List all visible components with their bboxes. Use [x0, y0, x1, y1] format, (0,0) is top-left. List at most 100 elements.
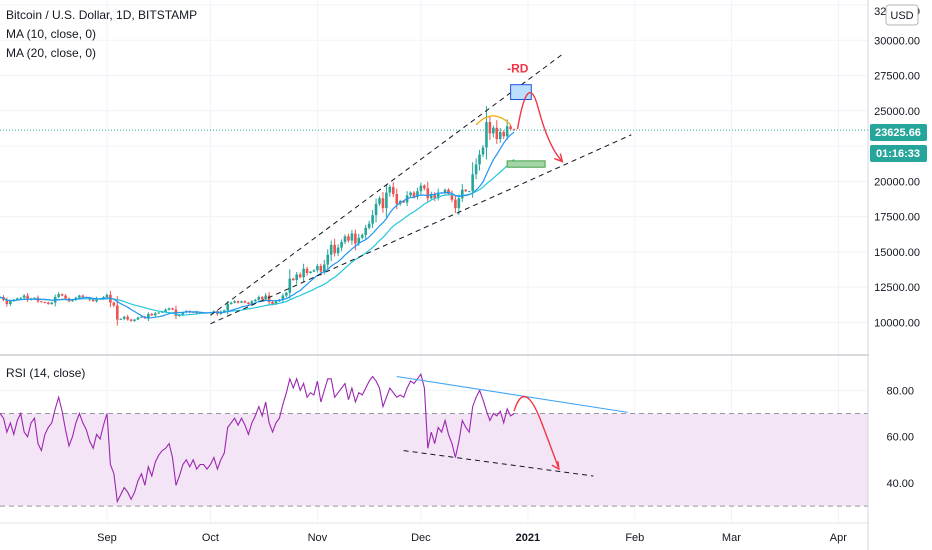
candle-body — [360, 234, 364, 238]
time-tick-label: Apr — [830, 532, 847, 544]
candles — [0, 106, 516, 326]
time-axis-ticks: Sep Oct Nov Dec 2021 Feb Mar Apr — [97, 532, 847, 544]
countdown-badge: 01:16:33 — [870, 145, 927, 162]
candle-body — [60, 294, 64, 296]
time-tick-label: Dec — [411, 532, 431, 544]
candle-body — [502, 131, 505, 137]
candle-body — [181, 312, 185, 315]
candle-body — [364, 227, 367, 235]
candle-body — [78, 295, 81, 298]
candle-body — [436, 192, 440, 199]
trendline-lower[interactable] — [210, 134, 632, 325]
candle-body — [429, 194, 433, 199]
candle-body — [354, 233, 357, 244]
price-axis-bg[interactable] — [869, 0, 932, 550]
candle-body — [136, 317, 140, 320]
time-tick-label: Nov — [308, 532, 328, 544]
candle-body — [5, 299, 9, 305]
candle-body — [140, 316, 143, 318]
candle-body — [495, 127, 499, 140]
candle-body — [26, 295, 29, 300]
ma20-line — [0, 158, 515, 316]
price-tick-label: 12500.00 — [874, 282, 920, 294]
candle-body — [288, 278, 292, 293]
candle-body — [257, 296, 261, 300]
candle-body — [9, 301, 12, 305]
rd-box[interactable] — [510, 84, 532, 101]
candle-body — [285, 292, 288, 296]
candle-body — [371, 215, 374, 224]
candle-body — [416, 191, 419, 197]
candle-body — [126, 316, 129, 320]
candle-body — [298, 274, 302, 278]
candle-body — [512, 129, 516, 131]
candle-body — [22, 295, 26, 298]
candle-body — [153, 313, 157, 316]
candle-body — [323, 264, 326, 272]
price-tick-label: 15000.00 — [874, 247, 920, 259]
time-tick-label: Feb — [625, 532, 644, 544]
candle-body — [15, 298, 19, 300]
candle-body — [509, 126, 512, 130]
candle-body — [485, 122, 488, 148]
rsi-trendline-lower[interactable] — [403, 450, 594, 477]
candle-body — [267, 295, 271, 302]
rsi-arrow-head — [551, 460, 560, 471]
candle-body — [271, 301, 274, 305]
candle-body — [147, 313, 150, 319]
candle-body — [336, 247, 340, 254]
rsi-legend[interactable]: RSI (14, close) — [6, 366, 85, 380]
chart-title[interactable]: Bitcoin / U.S. Dollar, 1D, BITSTAMP — [6, 8, 197, 22]
candle-body — [464, 189, 468, 192]
candle-body — [443, 189, 447, 193]
candle-body — [119, 318, 123, 320]
candle-body — [164, 309, 167, 312]
price-tick-label: 20000.00 — [874, 176, 920, 188]
candle-body — [160, 311, 164, 313]
price-tick-label: 30000.00 — [874, 35, 920, 47]
candle-body — [347, 236, 350, 241]
time-tick-label: Sep — [97, 532, 117, 544]
candle-body — [419, 185, 423, 192]
candle-body — [319, 265, 323, 272]
candle-body — [254, 299, 257, 302]
rsi-projection-arrow[interactable] — [513, 395, 560, 470]
candle-body — [478, 154, 481, 165]
rsi-tick-label: 80.00 — [886, 385, 914, 397]
candle-body — [133, 319, 136, 321]
candle-body — [423, 185, 426, 189]
target-zone[interactable] — [506, 160, 546, 168]
ma20-legend[interactable]: MA (20, close, 0) — [6, 46, 96, 60]
rd-projection-arrow[interactable] — [516, 92, 563, 163]
ma10-legend[interactable]: MA (10, close, 0) — [6, 27, 96, 41]
candle-body — [236, 301, 240, 303]
price-tick-label: 25000.00 — [874, 106, 920, 118]
candle-body — [312, 270, 316, 272]
price-tick-label: 10000.00 — [874, 317, 920, 329]
price-axis-ticks: 30000.00 27500.00 25000.00 20000.00 17500.00… — [874, 6, 920, 329]
candle-body — [64, 295, 67, 299]
candle-body — [105, 294, 109, 297]
candle-body — [33, 297, 36, 299]
candle-body — [367, 223, 371, 228]
candle-body — [374, 203, 378, 216]
candle-body — [240, 301, 243, 303]
candle-body — [260, 296, 264, 300]
rsi-trendline-upper[interactable] — [396, 375, 628, 413]
candle-body — [340, 241, 343, 248]
candle-body — [222, 310, 226, 312]
ma10-line — [0, 131, 515, 319]
candle-body — [309, 271, 312, 274]
candle-body — [378, 198, 381, 204]
candle-body — [19, 297, 22, 299]
candle-body — [392, 186, 395, 195]
currency-button[interactable]: USD — [885, 4, 919, 26]
candle-body — [350, 233, 354, 241]
candle-body — [291, 278, 295, 281]
trendline-upper[interactable] — [210, 53, 563, 316]
candle-body — [409, 192, 412, 196]
candle-body — [91, 299, 95, 302]
candle-body — [316, 265, 319, 271]
candle-body — [381, 198, 385, 209]
